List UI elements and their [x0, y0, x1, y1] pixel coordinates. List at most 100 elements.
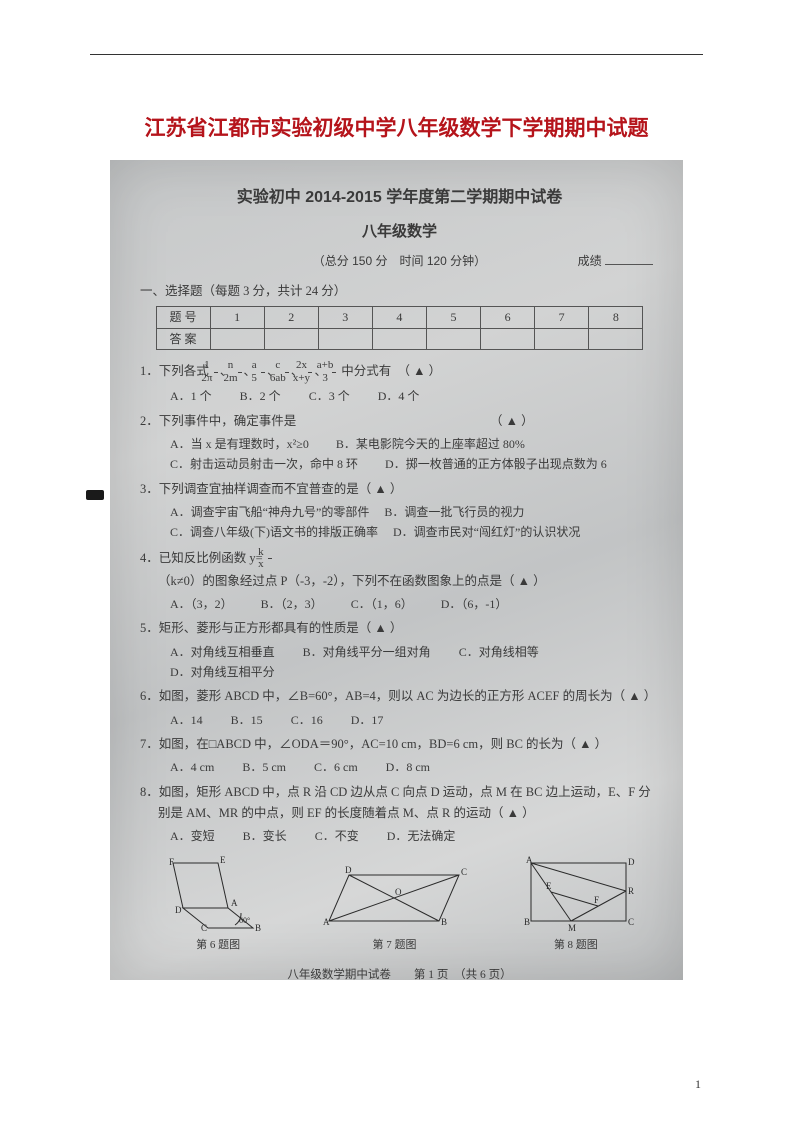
figure-6-caption: 第 6 题图 — [163, 936, 273, 955]
svg-text:B: B — [441, 917, 447, 927]
svg-text:A: A — [526, 855, 533, 865]
option: C．3 个 — [309, 386, 350, 406]
q2-options: A．当 x 是有理数时，x²≥0 B．某电影院今天的上座率超过 80% C．射击… — [140, 434, 659, 475]
option: D．4 个 — [378, 386, 420, 406]
fraction: 12π — [214, 360, 218, 384]
question-3: 3．下列调查宜抽样调查而不宜普查的是（ ▲ ） — [140, 479, 659, 500]
svg-text:60°: 60° — [239, 916, 250, 925]
option: B．2 个 — [240, 386, 281, 406]
svg-text:C: C — [201, 923, 207, 933]
table-row: 答 案 — [156, 328, 643, 349]
q1-stem-post: 中分式有 （ ▲ ） — [341, 364, 441, 378]
option: D．对角线互相平分 — [170, 662, 275, 682]
fraction: a5 — [261, 360, 265, 384]
option: A．1 个 — [170, 386, 212, 406]
q4-stem-mid: （k≠0）的图象经过点 P（-3，-2），下列不在函数图象上的点是（ ▲ ） — [158, 574, 546, 588]
question-8: 8．如图，矩形 ABCD 中，点 R 沿 CD 边从点 C 向点 D 运动，点 … — [140, 782, 659, 825]
option: B．某电影院今天的上座率超过 80% — [336, 437, 525, 451]
fraction: a+b3 — [332, 360, 336, 384]
score-blank: 成绩 — [578, 251, 653, 271]
q4-stem-pre: 4．已知反比例函数 y= — [140, 551, 263, 565]
question-7: 7．如图，在□ABCD 中，∠ODA＝90°，AC=10 cm，BD=6 cm，… — [140, 734, 659, 755]
col-head: 7 — [535, 307, 589, 328]
exam-meta-text: （总分 150 分 时间 120 分钟） — [313, 254, 486, 268]
exam-title: 实验初中 2014-2015 学年度第二学期期中试卷 — [140, 184, 659, 211]
option: D．无法确定 — [387, 826, 456, 846]
fraction: kx — [268, 547, 272, 571]
svg-text:D: D — [628, 857, 635, 867]
q4-options: A．（3，2） B．（2，3） C．（1，6） D．（6，-1） — [140, 594, 659, 614]
exam-scan-region: 实验初中 2014-2015 学年度第二学期期中试卷 八年级数学 （总分 150… — [110, 160, 683, 980]
figures-row: F E D A B C 60° 第 6 题图 D C O A — [140, 853, 659, 955]
q8-options: A．变短 B．变长 C．不变 D．无法确定 — [140, 826, 659, 846]
section-1-heading: 一、选择题（每题 3 分，共计 24 分） — [140, 281, 659, 302]
option: C．不变 — [315, 826, 359, 846]
exam-header: 实验初中 2014-2015 学年度第二学期期中试卷 八年级数学 （总分 150… — [140, 184, 659, 271]
col-head: 6 — [481, 307, 535, 328]
row-label: 答 案 — [156, 328, 210, 349]
col-head: 4 — [372, 307, 426, 328]
q3-options: A．调查宇宙飞船“神舟九号”的零部件 B．调查一批飞行员的视力 C．调查八年级(… — [140, 502, 659, 543]
figure-7-svg: D C O A B — [319, 863, 469, 933]
option: A．对角线互相垂直 — [170, 642, 275, 662]
option: A．调查宇宙飞船“神舟九号”的零部件 — [170, 505, 369, 519]
col-head: 1 — [210, 307, 264, 328]
option: D．17 — [351, 710, 384, 730]
q7-options: A．4 cm B．5 cm C．6 cm D．8 cm — [140, 757, 659, 777]
col-head: 3 — [318, 307, 372, 328]
col-head: 2 — [264, 307, 318, 328]
svg-text:F: F — [169, 857, 174, 867]
exam-subject: 八年级数学 — [140, 219, 659, 245]
scan-edge-artifact — [86, 490, 104, 500]
question-4: 4．已知反比例函数 y= kx （k≠0）的图象经过点 P（-3，-2），下列不… — [140, 547, 659, 592]
row-label: 题 号 — [156, 307, 210, 328]
option: B．5 cm — [242, 757, 286, 777]
svg-text:F: F — [594, 895, 599, 905]
exam-meta: （总分 150 分 时间 120 分钟） 成绩 — [140, 251, 659, 271]
figure-6: F E D A B C 60° 第 6 题图 — [163, 853, 273, 955]
option: C．射击运动员射击一次，命中 8 环 — [170, 457, 358, 471]
figure-7: D C O A B 第 7 题图 — [319, 863, 469, 955]
document-title: 江苏省江都市实验初级中学八年级数学下学期期中试题 — [0, 112, 793, 142]
option: C．（1，6） — [351, 594, 413, 614]
option: C．6 cm — [314, 757, 358, 777]
option: B．变长 — [243, 826, 287, 846]
answer-table: 题 号 1 2 3 4 5 6 7 8 答 案 — [156, 306, 644, 350]
figure-8: A D E F R B M C 第 8 题图 — [516, 853, 636, 955]
question-5: 5．矩形、菱形与正方形都具有的性质是（ ▲ ） — [140, 618, 659, 639]
question-1: 1．下列各式 12π、 n2m、 a5、 c6ab、 2xx+y、 a+b3 中… — [140, 360, 659, 384]
svg-text:A: A — [231, 898, 238, 908]
option: D．调查市民对“闯红灯”的认识状况 — [393, 525, 580, 539]
option: A．变短 — [170, 826, 215, 846]
figure-7-caption: 第 7 题图 — [319, 936, 469, 955]
option: A．（3，2） — [170, 594, 233, 614]
svg-text:E: E — [546, 881, 552, 891]
fraction: 2xx+y — [308, 360, 312, 384]
option: A．4 cm — [170, 757, 214, 777]
figure-8-svg: A D E F R B M C — [516, 853, 636, 933]
svg-text:C: C — [628, 917, 634, 927]
score-label: 成绩 — [578, 254, 602, 268]
svg-text:B: B — [255, 923, 261, 933]
question-2: 2．下列事件中，确定事件是 （ ▲ ） — [140, 411, 659, 432]
option: B．15 — [231, 710, 263, 730]
option: D．（6，-1） — [441, 594, 508, 614]
exam-page-footer: 八年级数学期中试卷 第 1 页 （共 6 页） — [140, 966, 659, 980]
q1-stem-pre: 1．下列各式 — [140, 364, 209, 378]
svg-text:B: B — [524, 917, 530, 927]
svg-text:C: C — [461, 867, 467, 877]
q6-options: A．14 B．15 C．16 D．17 — [140, 710, 659, 730]
svg-text:A: A — [323, 917, 330, 927]
table-row: 题 号 1 2 3 4 5 6 7 8 — [156, 307, 643, 328]
col-head: 8 — [589, 307, 643, 328]
option: B．（2，3） — [261, 594, 323, 614]
option: B．调查一批飞行员的视力 — [384, 505, 524, 519]
option: D．掷一枚普通的正方体骰子出现点数为 6 — [385, 457, 607, 471]
svg-text:R: R — [628, 886, 634, 896]
q5-options: A．对角线互相垂直 B．对角线平分一组对角 C．对角线相等 D．对角线互相平分 — [140, 642, 659, 683]
fraction: n2m — [238, 360, 242, 384]
option: C．对角线相等 — [459, 642, 539, 662]
svg-text:D: D — [175, 905, 182, 915]
option: C．16 — [291, 710, 323, 730]
option: D．8 cm — [386, 757, 430, 777]
